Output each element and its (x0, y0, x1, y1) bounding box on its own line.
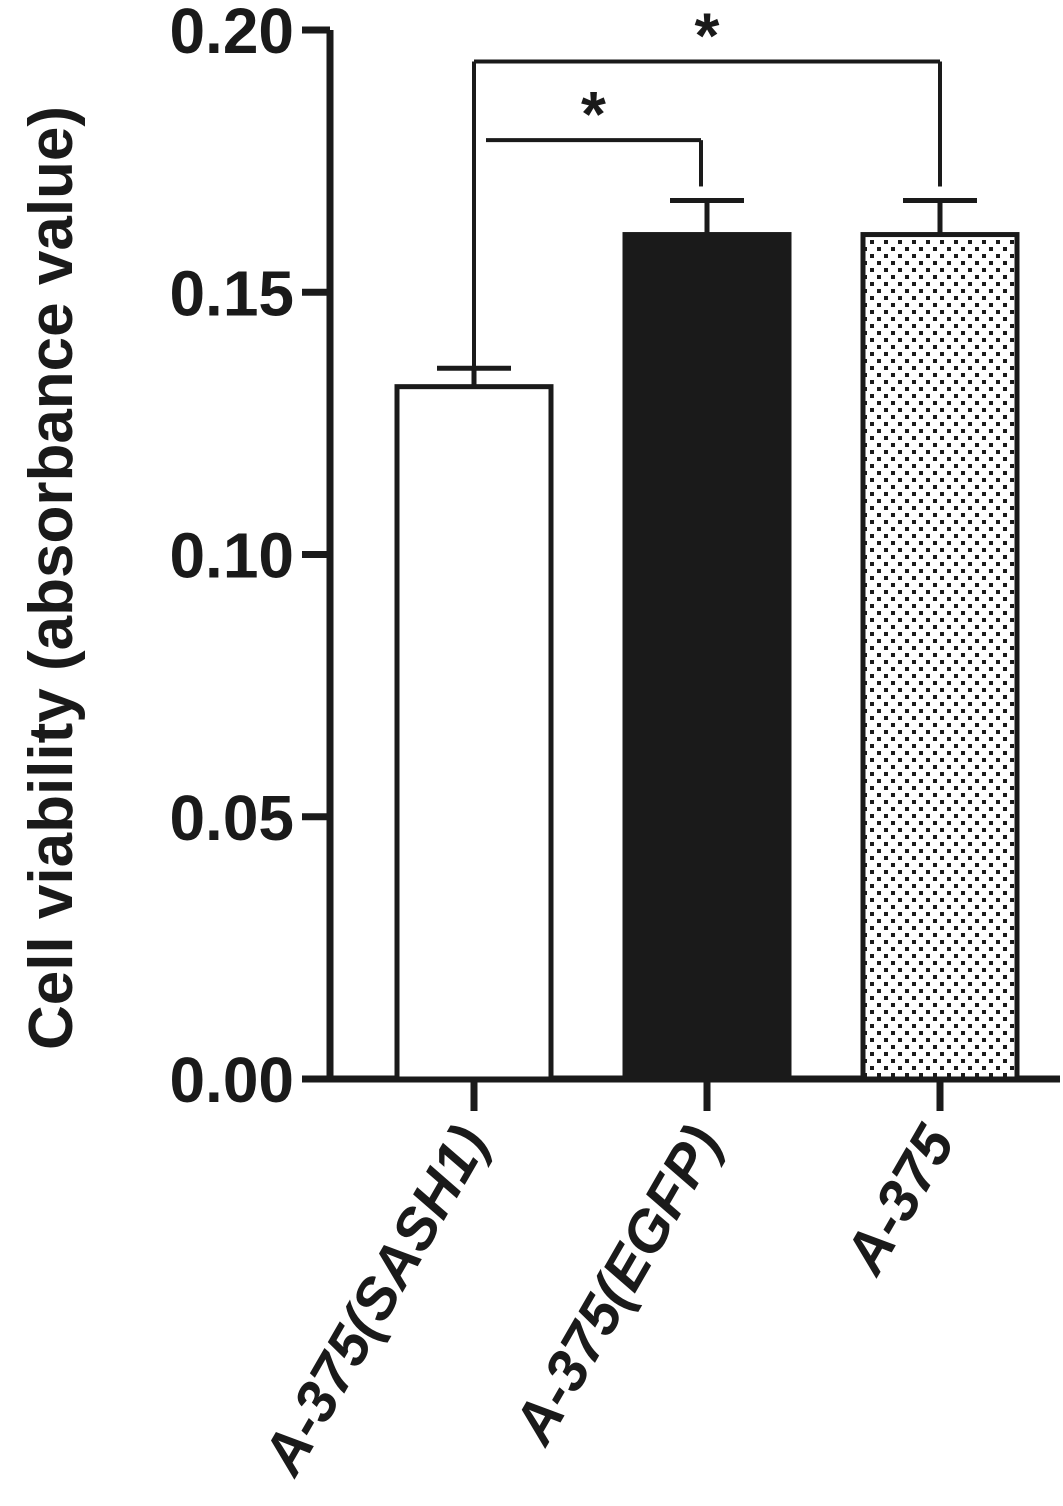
bar (622, 232, 792, 1082)
y-tick-label: 0.05 (169, 782, 294, 854)
error-bars (437, 197, 977, 387)
y-tick-label: 0.20 (169, 0, 294, 67)
y-axis-ticks: 0.00 0.05 0.10 0.15 0.20 (169, 0, 330, 1116)
bar (394, 384, 554, 1082)
bar (860, 232, 1020, 1082)
y-tick-label: 0.15 (169, 257, 294, 329)
y-tick-label: 0.00 (169, 1044, 294, 1116)
y-axis-label-group: Cell viability (absorbance value) (17, 106, 86, 1050)
significance-star: * (695, 0, 720, 71)
y-tick-label: 0.10 (169, 520, 294, 592)
significance-brackets: ** (472, 0, 942, 367)
x-tick-label: A-375(SASH1) (249, 1115, 501, 1487)
bars (394, 232, 1020, 1082)
y-axis-label: Cell viability (absorbance value) (17, 106, 86, 1050)
significance-star: * (581, 78, 606, 150)
x-axis-ticks: A-375(SASH1) A-375(EGFP) A-375 (249, 1079, 968, 1487)
x-tick-label: A-375(EGFP) (500, 1115, 735, 1456)
x-tick-label: A-375 (831, 1114, 968, 1286)
